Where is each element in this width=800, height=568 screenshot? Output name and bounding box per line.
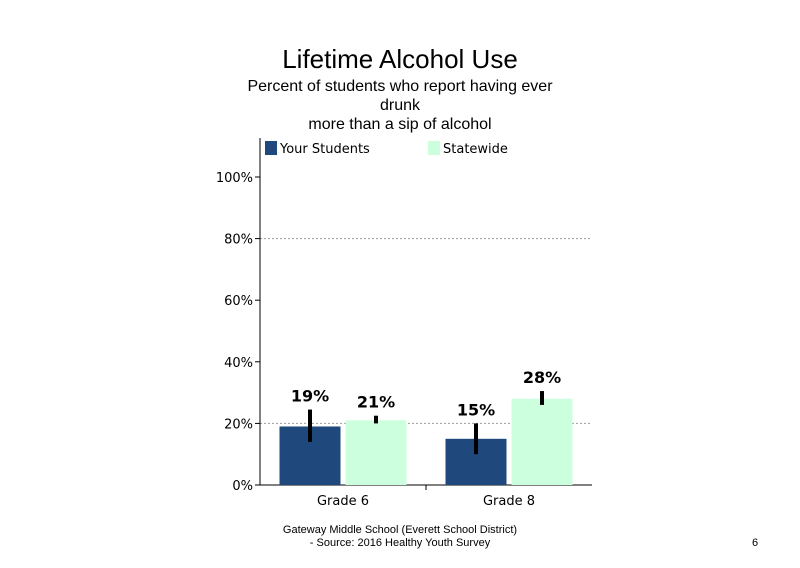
legend-swatch-0 [265,141,277,155]
x-tick-label-0: Grade 6 [317,494,369,509]
bar-1-1 [511,398,573,485]
data-label-0-0: 19% [291,387,329,406]
data-label-1-0: 21% [357,393,395,412]
legend-label-1: Statewide [443,142,508,157]
y-tick-label-4: 80% [224,233,253,248]
subtitle-line-1: Percent of students who report having ev… [247,78,553,95]
data-label-1-1: 28% [523,368,561,387]
footer-source: Gateway Middle School (Everett School Di… [230,524,570,550]
legend-swatch-1 [428,141,440,155]
y-tick-label-2: 40% [224,356,253,371]
x-tick-label-1: Grade 8 [483,494,535,509]
data-label-0-1: 15% [457,400,495,419]
y-tick-label-3: 60% [224,294,253,309]
subtitle-line-3: more than a sip of alcohol [308,116,492,133]
subtitle-line-2: drunk [379,97,421,114]
y-tick-label-5: 100% [216,171,253,186]
y-tick-label-0: 0% [232,479,253,494]
chart-subtitle: Percent of students who report having ev… [230,77,570,134]
chart-title: Lifetime Alcohol Use [282,44,518,74]
footer-school: Gateway Middle School (Everett School Di… [282,524,518,536]
page-number: 6 [752,537,759,549]
footer-survey: - Source: 2016 Healthy Youth Survey [309,537,491,549]
bar-1-0 [345,420,407,485]
legend-label-0: Your Students [279,142,370,157]
y-tick-label-1: 20% [224,417,253,432]
